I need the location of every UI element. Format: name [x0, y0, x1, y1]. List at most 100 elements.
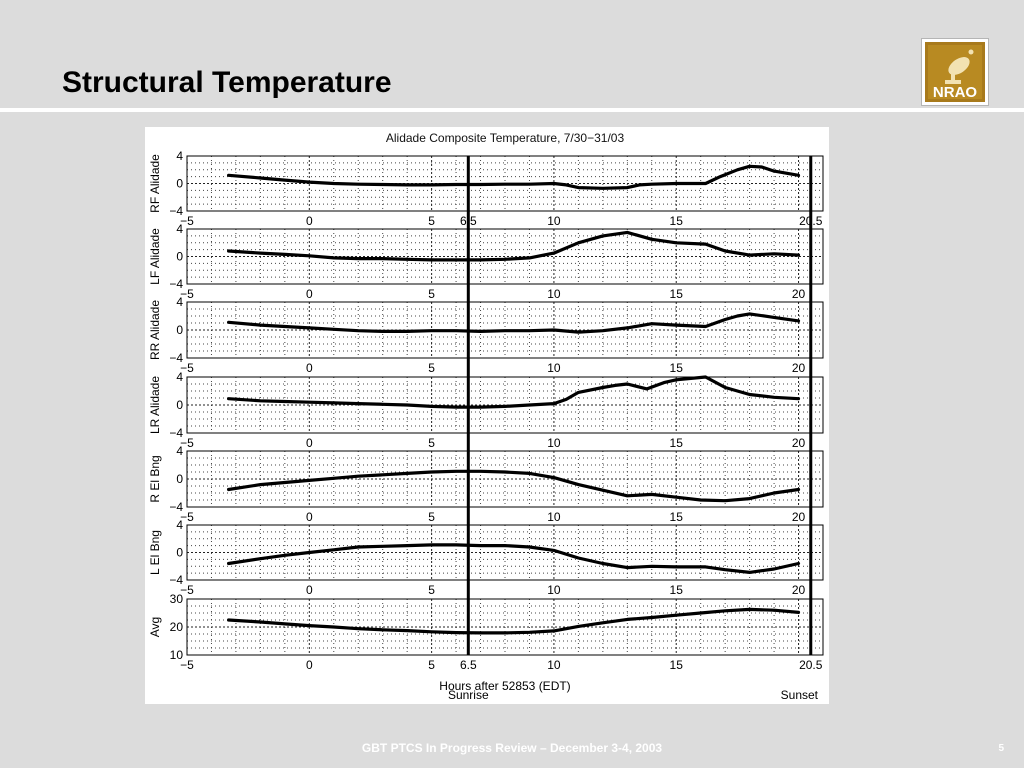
temperature-series-line: [226, 164, 801, 190]
page-number: 5: [998, 743, 1004, 754]
chart-svg: Alidade Composite Temperature, 7/30−31/0…: [148, 131, 824, 702]
x-tick-label: 0: [306, 510, 313, 524]
y-tick-label: −4: [169, 277, 183, 291]
x-tick-label: 15: [670, 658, 684, 672]
chart-figure: Alidade Composite Temperature, 7/30−31/0…: [145, 127, 829, 704]
x-tick-label: 20: [792, 436, 806, 450]
x-tick-label: 0: [306, 361, 313, 375]
axes-box: [186, 450, 824, 508]
y-tick-label: 4: [176, 295, 183, 309]
chart-panel-4: −4 0 4 −5 0 5 10 15 20 LR Alidade: [148, 370, 824, 450]
y-tick-label: 4: [176, 518, 183, 532]
y-axis-label: L El Bng: [148, 530, 162, 575]
y-tick-label: −4: [169, 426, 183, 440]
y-tick-label: 0: [176, 472, 183, 486]
x-tick-label: 15: [670, 287, 684, 301]
x-tick-label: −5: [180, 510, 194, 524]
chart-panel-6: −4 0 4 −5 0 5 10 15 20 L El Bng: [148, 518, 824, 597]
x-tick-label: 15: [670, 583, 684, 597]
x-tick-label: 20: [792, 361, 806, 375]
temperature-series-line: [226, 469, 801, 503]
x-tick-label: 6.5: [460, 658, 477, 672]
temperature-series-line: [226, 375, 801, 409]
x-tick-label: 5: [428, 361, 435, 375]
slide-title: Structural Temperature: [62, 66, 392, 99]
chart-panel-2: −4 0 4 −5 0 5 10 15 20 LF Alidade: [148, 222, 824, 301]
x-tick-label: 10: [547, 658, 561, 672]
x-tick-label: −5: [180, 361, 194, 375]
x-tick-label: 10: [547, 436, 561, 450]
x-tick-label: −5: [180, 658, 194, 672]
y-tick-label: 4: [176, 370, 183, 384]
y-tick-label: 4: [176, 149, 183, 163]
x-tick-label: 5: [428, 510, 435, 524]
x-tick-label: 20: [792, 287, 806, 301]
x-tick-label: 0: [306, 287, 313, 301]
x-tick-label: 10: [547, 214, 561, 228]
y-tick-label: 30: [170, 592, 184, 606]
x-tick-label: 20: [792, 510, 806, 524]
axes-box: [186, 598, 824, 656]
y-axis-label: Avg: [148, 617, 162, 637]
x-axis-label: Hours after 52853 (EDT): [439, 679, 570, 693]
x-tick-label: 15: [670, 361, 684, 375]
x-tick-label: 20.5: [799, 658, 823, 672]
x-tick-label: 10: [547, 583, 561, 597]
y-tick-label: −4: [169, 351, 183, 365]
x-tick-label: 10: [547, 287, 561, 301]
axes-box: [186, 301, 824, 359]
x-tick-label: 0: [306, 436, 313, 450]
y-axis-label: R El Bng: [148, 455, 162, 502]
sunset-label: Sunset: [781, 688, 819, 702]
x-tick-label: −5: [180, 583, 194, 597]
y-tick-label: 0: [176, 177, 183, 191]
sunrise-label: Sunrise: [448, 688, 489, 702]
x-tick-label: 15: [670, 510, 684, 524]
x-tick-label: 5: [428, 214, 435, 228]
x-tick-label: 10: [547, 361, 561, 375]
y-tick-label: 10: [170, 648, 184, 662]
y-axis-label: RR Alidade: [148, 300, 162, 360]
temperature-series-line: [226, 312, 801, 334]
x-tick-label: 20: [792, 583, 806, 597]
chart-title: Alidade Composite Temperature, 7/30−31/0…: [386, 131, 625, 145]
x-tick-label: 10: [547, 510, 561, 524]
temperature-series-line: [226, 543, 801, 574]
x-tick-label: 0: [306, 214, 313, 228]
y-tick-label: −4: [169, 500, 183, 514]
title-divider: [0, 108, 1024, 112]
axes-box: [186, 155, 824, 212]
y-axis-label: RF Alidade: [148, 154, 162, 213]
x-tick-label: 0: [306, 583, 313, 597]
y-tick-label: 0: [176, 250, 183, 264]
x-tick-label: 15: [670, 436, 684, 450]
axes-box: [186, 524, 824, 581]
logo-text: NRAO: [933, 84, 977, 101]
x-tick-label: −5: [180, 214, 194, 228]
y-axis-label: LF Alidade: [148, 228, 162, 285]
chart-panel-3: −4 0 4 −5 0 5 10 15 20 RR Alidade: [148, 295, 824, 375]
x-tick-label: 5: [428, 287, 435, 301]
y-tick-label: 20: [170, 620, 184, 634]
x-tick-label: −5: [180, 436, 194, 450]
y-tick-label: 4: [176, 444, 183, 458]
y-tick-label: 0: [176, 323, 183, 337]
x-tick-label: 5: [428, 583, 435, 597]
y-tick-label: −4: [169, 204, 183, 218]
y-tick-label: 0: [176, 546, 183, 560]
axes-box: [186, 376, 824, 434]
footer-text: GBT PTCS In Progress Review – December 3…: [361, 741, 663, 755]
y-tick-label: 4: [176, 222, 183, 236]
x-tick-label: −5: [180, 287, 194, 301]
y-tick-label: 0: [176, 398, 183, 412]
y-tick-label: −4: [169, 573, 183, 587]
x-tick-label: 5: [428, 436, 435, 450]
x-tick-label: 0: [306, 658, 313, 672]
x-tick-label: 5: [428, 658, 435, 672]
temperature-series-line: [226, 607, 801, 635]
nrao-logo: NRAO: [921, 38, 989, 106]
chart-panel-5: −4 0 4 −5 0 5 10 15 20 R El Bng: [148, 444, 824, 524]
chart-panel-7: 10 20 30 −5 0 5 6.5 10 15 20.5 Avg: [148, 592, 824, 672]
y-axis-label: LR Alidade: [148, 376, 162, 434]
